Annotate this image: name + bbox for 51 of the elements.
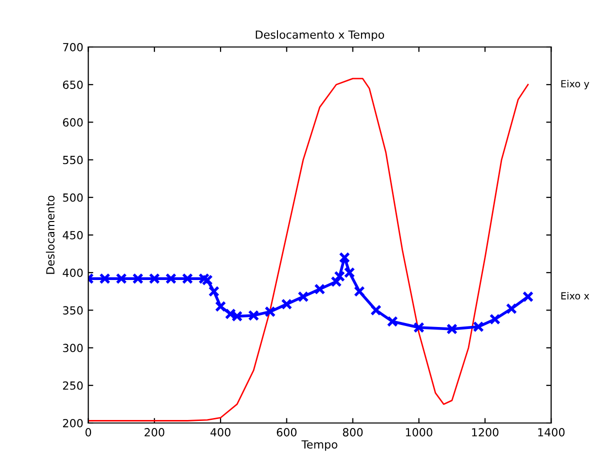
point — [99, 273, 110, 284]
y-tick-label: 350 — [63, 306, 83, 315]
point — [281, 298, 292, 310]
line-series — [88, 78, 529, 422]
y-tick-label: 200 — [63, 418, 83, 428]
y-tick-label: 500 — [63, 193, 83, 202]
point — [298, 291, 309, 302]
point — [314, 284, 326, 295]
x-tick-label: 600 — [276, 428, 297, 436]
point — [132, 273, 144, 284]
text: Eixo y — [561, 80, 590, 90]
point — [506, 303, 518, 314]
point — [198, 273, 210, 284]
y-tick-label: 300 — [63, 344, 83, 352]
chart-title: Deslocamento x Tempo — [256, 30, 384, 41]
point — [116, 273, 127, 284]
point — [182, 273, 194, 284]
point — [386, 316, 398, 328]
point — [413, 322, 424, 334]
y-tick-label: 250 — [63, 381, 83, 390]
y-tick-label: 600 — [63, 118, 83, 127]
point — [354, 286, 365, 297]
point — [208, 286, 220, 297]
x-tick-label: 200 — [144, 428, 164, 436]
x-tick-label: 0 — [86, 428, 92, 436]
x-tick-label: 1200 — [472, 428, 498, 436]
point — [472, 321, 484, 332]
y-axis-title: Deslocamento — [46, 196, 55, 274]
point — [489, 314, 500, 325]
point — [165, 273, 177, 284]
x-tick-label: 800 — [342, 428, 363, 436]
point — [148, 273, 160, 284]
x-axis-title: Tempo — [301, 440, 338, 451]
point — [248, 310, 260, 322]
text: Eixo x — [561, 292, 590, 300]
x-tick-label: 400 — [210, 428, 230, 436]
y-tick-label: 400 — [62, 268, 83, 277]
y-tick-label: 700 — [63, 42, 83, 52]
y-tick-label: 550 — [63, 156, 83, 164]
x-tick-label: 1000 — [406, 428, 432, 436]
point — [202, 274, 213, 286]
x-tick-label: 1400 — [538, 428, 565, 436]
point — [214, 300, 226, 312]
point — [264, 306, 276, 318]
point — [338, 252, 350, 264]
y-tick-label: 450 — [62, 230, 83, 240]
point — [446, 323, 458, 335]
point — [522, 291, 534, 302]
point — [330, 276, 342, 288]
y-tick-label: 650 — [63, 80, 83, 89]
point — [370, 304, 382, 316]
